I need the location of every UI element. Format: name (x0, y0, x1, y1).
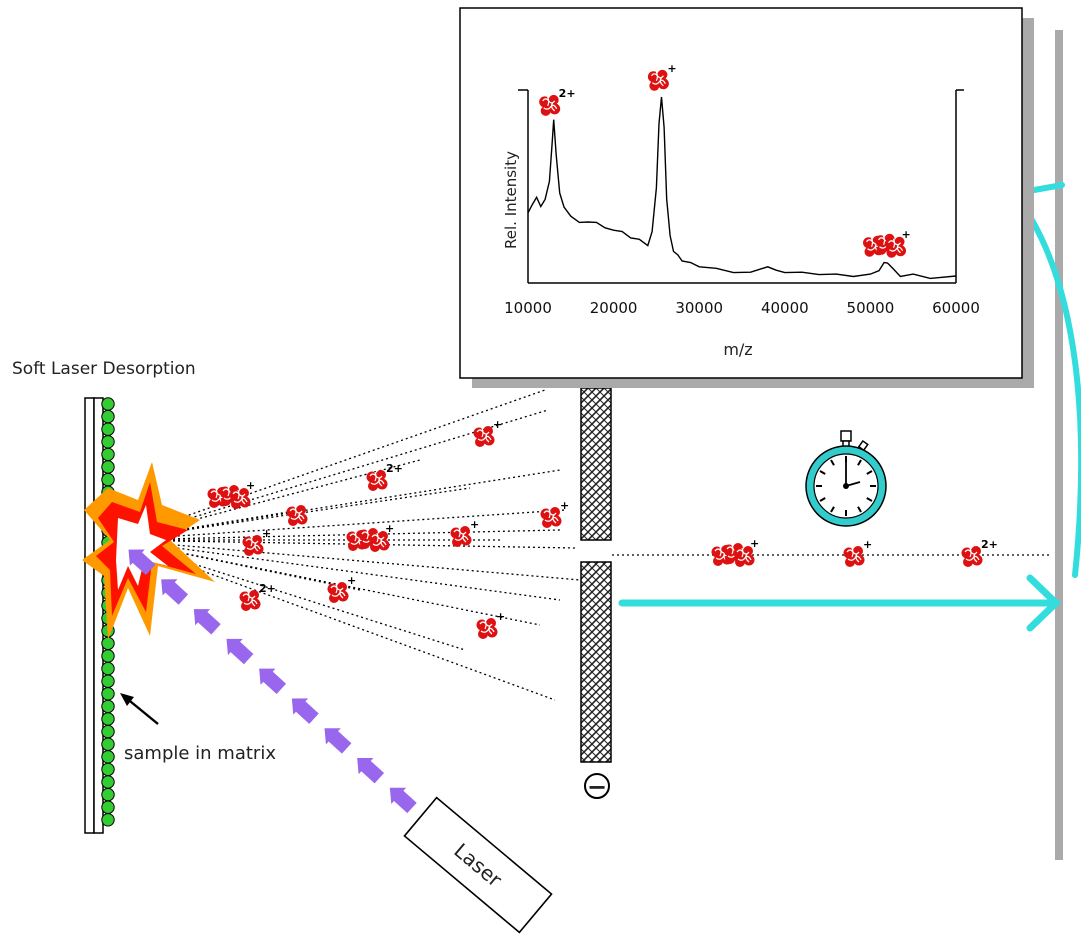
trajectory-line (117, 539, 576, 549)
spectrum-x-label: m/z (723, 340, 752, 359)
matrix-bead (101, 674, 115, 688)
diagram-title: Soft Laser Desorption (12, 359, 196, 379)
ion-charge-label: + (262, 527, 271, 540)
ion-charge-label: + (470, 518, 479, 531)
x-tick-label: 50000 (847, 299, 895, 317)
matrix-bead (101, 397, 115, 411)
matrix-bead (101, 800, 115, 814)
laser-pulse-arrow (259, 668, 287, 695)
ion-charge-label: + (493, 418, 502, 431)
laser-pulse-arrow (161, 579, 189, 605)
matrix-bead (101, 422, 115, 436)
protein-ion-icon: + (472, 418, 502, 448)
laser-source: Laser (403, 796, 553, 934)
protein-ion-icon: + (712, 537, 759, 567)
protein-ion-icon: + (475, 610, 505, 640)
ion-charge-label: + (750, 537, 759, 550)
peak-ion-icon: + (863, 228, 911, 258)
laser-pulse-arrow (193, 609, 221, 635)
trajectory-line (117, 539, 561, 601)
peak-ion-icon: + (647, 62, 677, 92)
protein-ion-icon: + (449, 518, 479, 548)
ion-charge-label: + (347, 574, 356, 587)
protein-ion-icon: 2+ (960, 538, 998, 568)
protein-ion-icon: + (326, 574, 356, 604)
protein-ion-icon: 2+ (238, 582, 276, 612)
ions: +2+ + + + + +2+ + + + +2+ (208, 418, 998, 640)
laser-beam (128, 549, 417, 814)
spectrum-panel: 10000 20000 30000 40000 50000 60000 2+++ m/z … (459, 7, 1034, 388)
ion-charge-label: + (560, 499, 569, 512)
spectrum-line (527, 96, 957, 280)
detector-plate (1055, 30, 1063, 860)
peak-charge-label: + (902, 228, 911, 241)
matrix-bead (101, 762, 115, 777)
protein-ion-icon: + (842, 538, 872, 568)
protein-ion-icon: + (208, 479, 255, 509)
ion-charge-label: + (496, 610, 505, 623)
protein-ion-icon: 2+ (365, 462, 403, 492)
detector-grid-icon: − (580, 387, 612, 801)
matrix-bead (101, 447, 115, 462)
laser-pulse-arrow (324, 728, 352, 754)
matrix-bead (101, 813, 115, 827)
ion-charge-label: 2+ (386, 462, 403, 475)
ion-charge-label: 2+ (259, 582, 276, 595)
ion-charge-label: 2+ (981, 538, 998, 551)
stopwatch-icon (805, 430, 887, 527)
x-tick-label: 40000 (761, 299, 809, 317)
matrix-bead (101, 472, 115, 487)
spectrum-x-ticks: 10000 20000 30000 40000 50000 60000 (504, 299, 980, 317)
laser-pulse-arrow (128, 549, 156, 575)
matrix-bead (101, 699, 115, 714)
matrix-bead (101, 661, 115, 676)
spectrum-peak-labels: 2+ + + (538, 62, 911, 258)
protein-ion-icon (285, 504, 309, 527)
peak-charge-label: 2+ (559, 87, 576, 100)
matrix-bead (101, 712, 115, 726)
matrix-bead (101, 687, 115, 701)
protein-ion-icon: + (539, 499, 569, 529)
matrix-bead (101, 724, 115, 739)
protein-ion-icon: + (347, 522, 394, 552)
trajectory-line (117, 539, 541, 626)
matrix-bead (101, 435, 115, 449)
ion-charge-label: + (385, 522, 394, 535)
peak-charge-label: + (667, 62, 676, 75)
matrix-bead (101, 649, 115, 663)
trajectory-line (117, 389, 546, 541)
ion-charge-label: + (246, 479, 255, 492)
matrix-bead (101, 775, 115, 789)
matrix-bead (101, 787, 115, 802)
x-tick-label: 60000 (932, 299, 980, 317)
laser-pulse-arrow (226, 638, 254, 665)
matrix-bead (101, 409, 115, 424)
sample-pointer (120, 693, 159, 725)
trajectory-line (117, 529, 561, 541)
laser-pulse-arrow (389, 787, 417, 814)
x-tick-label: 30000 (675, 299, 723, 317)
laser-burst-icon (82, 462, 215, 640)
flight-arrow (618, 574, 1062, 632)
peak-ion-icon: 2+ (538, 87, 576, 117)
spectrum-y-label: Rel. Intensity (502, 151, 520, 249)
trajectory-line (117, 487, 471, 541)
matrix-bead (101, 460, 115, 474)
laser-pulse-arrow (291, 698, 319, 724)
sample-label: sample in matrix (124, 743, 276, 764)
protein-ion-icon: + (241, 527, 271, 557)
trajectory-line (117, 539, 581, 581)
matrix-bead (101, 750, 115, 764)
laser-pulse-arrow (357, 757, 385, 784)
ion-charge-label: + (863, 538, 872, 551)
x-tick-label: 10000 (504, 299, 552, 317)
x-tick-label: 20000 (590, 299, 638, 317)
grid-charge-sign: − (587, 773, 607, 801)
matrix-bead (101, 737, 115, 751)
